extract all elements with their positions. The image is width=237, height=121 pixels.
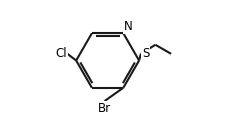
Text: S: S [142, 47, 149, 60]
Text: Cl: Cl [56, 47, 68, 60]
Text: Br: Br [98, 102, 111, 115]
Text: N: N [124, 20, 133, 33]
